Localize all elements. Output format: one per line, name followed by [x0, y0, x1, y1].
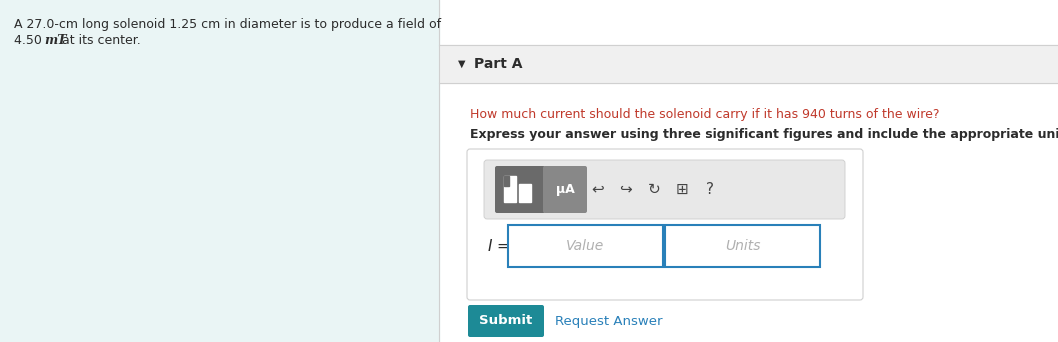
- Text: Request Answer: Request Answer: [555, 315, 662, 328]
- FancyBboxPatch shape: [543, 166, 587, 213]
- Text: mT: mT: [44, 34, 67, 47]
- Bar: [0, 0, 439, 342]
- Bar: [519, 184, 531, 202]
- Text: Value: Value: [566, 239, 604, 253]
- Text: ↪: ↪: [620, 182, 633, 197]
- FancyBboxPatch shape: [467, 149, 863, 300]
- Text: ⊞: ⊞: [676, 182, 689, 197]
- Text: Units: Units: [725, 239, 761, 253]
- Bar: [504, 176, 509, 186]
- Text: $I\,=$: $I\,=$: [487, 238, 510, 254]
- FancyBboxPatch shape: [468, 305, 544, 337]
- Text: ↩: ↩: [591, 182, 604, 197]
- Text: μA: μA: [555, 183, 574, 196]
- Text: ↻: ↻: [647, 182, 660, 197]
- Bar: [439, 45, 1058, 83]
- Text: A 27.0-cm long solenoid 1.25 cm in diameter is to produce a field of: A 27.0-cm long solenoid 1.25 cm in diame…: [14, 18, 441, 31]
- Text: How much current should the solenoid carry if it has 940 turns of the wire?: How much current should the solenoid car…: [470, 108, 940, 121]
- Text: Express your answer using three significant figures and include the appropriate : Express your answer using three signific…: [470, 128, 1058, 141]
- Text: Submit: Submit: [479, 315, 532, 328]
- Bar: [504, 176, 516, 202]
- Text: Part A: Part A: [474, 57, 523, 71]
- Bar: [665, 225, 820, 267]
- FancyBboxPatch shape: [484, 160, 845, 219]
- Bar: [508, 225, 663, 267]
- FancyBboxPatch shape: [495, 166, 545, 213]
- Text: 4.50: 4.50: [14, 34, 50, 47]
- Text: ▼: ▼: [458, 59, 466, 69]
- Text: at its center.: at its center.: [58, 34, 141, 47]
- Text: ?: ?: [706, 182, 714, 197]
